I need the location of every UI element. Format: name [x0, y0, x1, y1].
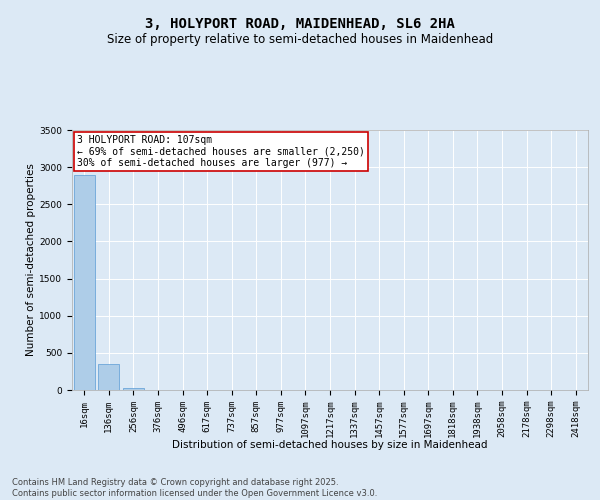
Text: 3 HOLYPORT ROAD: 107sqm
← 69% of semi-detached houses are smaller (2,250)
30% of: 3 HOLYPORT ROAD: 107sqm ← 69% of semi-de…	[77, 135, 365, 168]
Text: Contains HM Land Registry data © Crown copyright and database right 2025.
Contai: Contains HM Land Registry data © Crown c…	[12, 478, 377, 498]
Text: Size of property relative to semi-detached houses in Maidenhead: Size of property relative to semi-detach…	[107, 32, 493, 46]
Bar	[74, 174, 95, 390]
Bar	[98, 364, 119, 390]
X-axis label: Distribution of semi-detached houses by size in Maidenhead: Distribution of semi-detached houses by …	[172, 440, 488, 450]
Text: 3, HOLYPORT ROAD, MAIDENHEAD, SL6 2HA: 3, HOLYPORT ROAD, MAIDENHEAD, SL6 2HA	[145, 18, 455, 32]
Y-axis label: Number of semi-detached properties: Number of semi-detached properties	[26, 164, 37, 356]
Bar	[123, 388, 144, 390]
